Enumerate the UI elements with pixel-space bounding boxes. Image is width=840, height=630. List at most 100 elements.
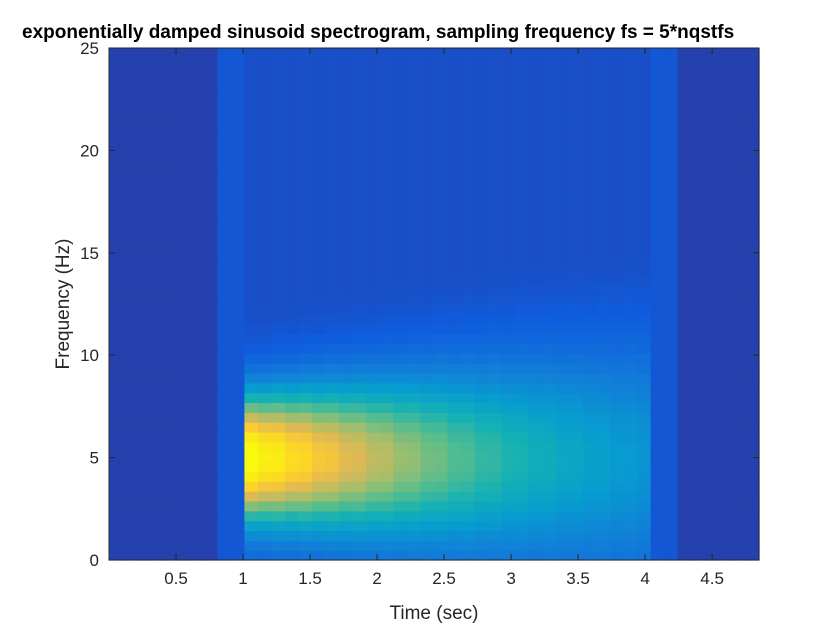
spectrogram-cell	[244, 176, 259, 187]
spectrogram-cell	[285, 235, 300, 246]
spectrogram-cell	[109, 392, 124, 404]
spectrogram-cell	[122, 116, 137, 128]
spectrogram-cell	[285, 333, 300, 344]
spectrogram-cell	[677, 441, 692, 453]
spectrogram-cell	[149, 313, 164, 325]
spectrogram-cell	[190, 510, 205, 522]
spectrogram-cell	[136, 87, 151, 98]
spectrogram-cell	[515, 353, 530, 364]
spectrogram-cell	[582, 481, 598, 492]
spectrogram-cell	[285, 510, 300, 522]
spectrogram-cell	[731, 87, 747, 98]
spectrogram-cell	[217, 156, 232, 167]
spectrogram-cell	[406, 156, 422, 167]
spectrogram-cell	[230, 97, 246, 108]
spectrogram-cell	[393, 225, 408, 236]
spectrogram-cell	[691, 422, 706, 433]
spectrogram-cell	[203, 126, 218, 138]
spectrogram-cell	[366, 274, 381, 285]
spectrogram-cell	[691, 264, 706, 276]
spectrogram-cell	[434, 97, 449, 108]
spectrogram-cell	[501, 176, 516, 187]
spectrogram-cell	[298, 422, 313, 433]
spectrogram-cell	[393, 491, 408, 502]
spectrogram-cell	[244, 284, 259, 295]
spectrogram-cell	[176, 284, 191, 295]
spectrogram-cell	[582, 146, 598, 157]
spectrogram-cell	[542, 146, 557, 157]
spectrogram-cell	[149, 48, 164, 59]
spectrogram-cell	[704, 244, 719, 256]
spectrogram-cell	[637, 432, 652, 443]
spectrogram-cell	[555, 57, 571, 69]
spectrogram-cell	[257, 136, 273, 148]
spectrogram-cell	[718, 235, 733, 246]
spectrogram-cell	[298, 284, 313, 295]
spectrogram-cell	[610, 372, 625, 384]
spectrogram-cell	[474, 372, 489, 384]
spectrogram-cell	[366, 363, 381, 374]
spectrogram-cell	[704, 176, 719, 187]
spectrogram-cell	[136, 353, 151, 364]
spectrogram-cell	[691, 235, 706, 246]
spectrogram-cell	[325, 510, 340, 522]
spectrogram-cell	[298, 146, 313, 157]
spectrogram-cell	[731, 382, 747, 394]
spectrogram-cell	[406, 225, 422, 236]
spectrogram-cell	[501, 392, 516, 404]
spectrogram-cell	[704, 284, 719, 295]
spectrogram-cell	[501, 244, 516, 256]
spectrogram-cell	[434, 205, 449, 216]
spectrogram-cell	[257, 550, 273, 561]
spectrogram-cell	[298, 471, 313, 482]
spectrogram-cell	[312, 304, 327, 315]
spectrogram-cell	[352, 294, 367, 305]
spectrogram-cell	[366, 254, 381, 266]
spectrogram-cell	[352, 264, 367, 276]
spectrogram-cell	[623, 500, 638, 512]
spectrogram-cell	[555, 520, 571, 532]
spectrogram-cell	[244, 304, 259, 315]
spectrogram-cell	[203, 67, 218, 79]
spectrogram-cell	[271, 97, 286, 108]
spectrogram-cell	[271, 126, 286, 138]
spectrogram-cell	[745, 67, 760, 79]
spectrogram-cell	[325, 500, 340, 512]
spectrogram-cell	[217, 392, 232, 404]
spectrogram-cell	[325, 235, 340, 246]
spectrogram-cell	[109, 313, 124, 325]
spectrogram-cell	[379, 97, 394, 108]
spectrogram-cell	[569, 185, 584, 197]
spectrogram-cell	[109, 343, 124, 354]
spectrogram-cell	[257, 372, 273, 384]
spectrogram-cell	[271, 333, 286, 344]
spectrogram-cell	[731, 244, 747, 256]
spectrogram-cell	[664, 471, 679, 482]
spectrogram-cell	[474, 185, 489, 197]
spectrogram-cell	[312, 67, 327, 79]
spectrogram-cell	[271, 215, 286, 226]
spectrogram-cell	[637, 372, 652, 384]
spectrogram-cell	[109, 412, 124, 423]
spectrogram-cell	[271, 461, 286, 472]
spectrogram-cell	[461, 304, 476, 315]
spectrogram-cell	[515, 195, 530, 207]
spectrogram-cell	[718, 353, 733, 364]
spectrogram-cell	[461, 225, 476, 236]
spectrogram-cell	[569, 451, 584, 463]
x-tick-label: 4.5	[700, 569, 724, 588]
spectrogram-cell	[136, 116, 151, 128]
spectrogram-cell	[555, 244, 571, 256]
spectrogram-cell	[366, 304, 381, 315]
spectrogram-cell	[664, 422, 679, 433]
spectrogram-cell	[704, 146, 719, 157]
spectrogram-cell	[420, 520, 435, 532]
spectrogram-cell	[149, 146, 164, 157]
spectrogram-cell	[285, 146, 300, 157]
spectrogram-cell	[122, 195, 137, 207]
spectrogram-cell	[176, 126, 191, 138]
spectrogram-cell	[352, 77, 367, 88]
spectrogram-cell	[555, 294, 571, 305]
spectrogram-cell	[664, 254, 679, 266]
spectrogram-cell	[190, 333, 205, 344]
